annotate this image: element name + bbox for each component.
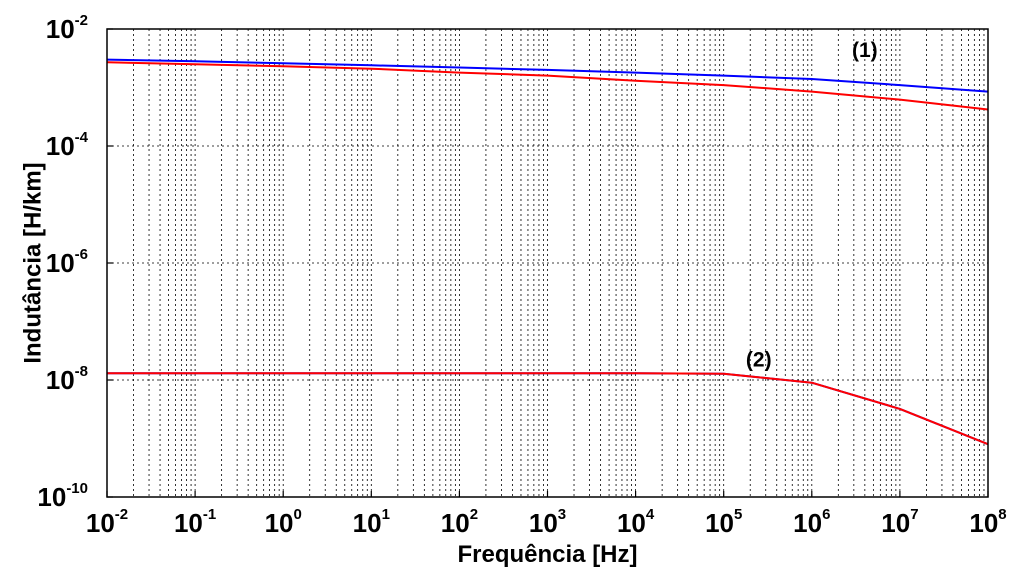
x-tick-label: 10-2 (86, 506, 128, 538)
curve-annotation: (2) (746, 349, 772, 372)
x-tick-label: 10-1 (174, 506, 216, 538)
x-tick-label: 108 (969, 506, 1006, 538)
x-tick-label: 104 (617, 506, 655, 538)
x-tick-label: 103 (529, 506, 566, 538)
y-tick-label: 10-6 (46, 246, 88, 278)
x-tick-label: 101 (353, 506, 390, 538)
series-line-2 (106, 61, 989, 111)
series-layer (106, 58, 989, 446)
y-tick-label: 10-2 (46, 12, 88, 44)
x-tick-label: 105 (705, 506, 742, 538)
x-tick-label: 100 (265, 506, 302, 538)
series-line-4 (107, 372, 989, 446)
x-tick-label: 102 (441, 506, 478, 538)
grid (107, 29, 988, 497)
x-axis-title: Frequência [Hz] (457, 541, 637, 568)
y-tick-label: 10-8 (46, 363, 88, 395)
x-tick-labels: 10-2 10-1 100 101 102 103 104 105 106 107 108 (86, 491, 1007, 538)
y-tick-label: 10-4 (46, 129, 89, 161)
curve-annotation: (1) (852, 39, 878, 62)
y-tick-label: 10-10 (37, 480, 88, 512)
y-axis-title: Indutância [H/km] (19, 162, 46, 363)
y-tick-labels: 10-10 10-8 10-6 10-4 10-2 (37, 12, 113, 512)
series-line-3 (107, 372, 989, 446)
series-line-1 (106, 58, 989, 93)
annotations: (1) (2) (746, 39, 878, 371)
x-tick-label: 106 (793, 506, 830, 538)
x-tick-label: 107 (881, 506, 918, 538)
